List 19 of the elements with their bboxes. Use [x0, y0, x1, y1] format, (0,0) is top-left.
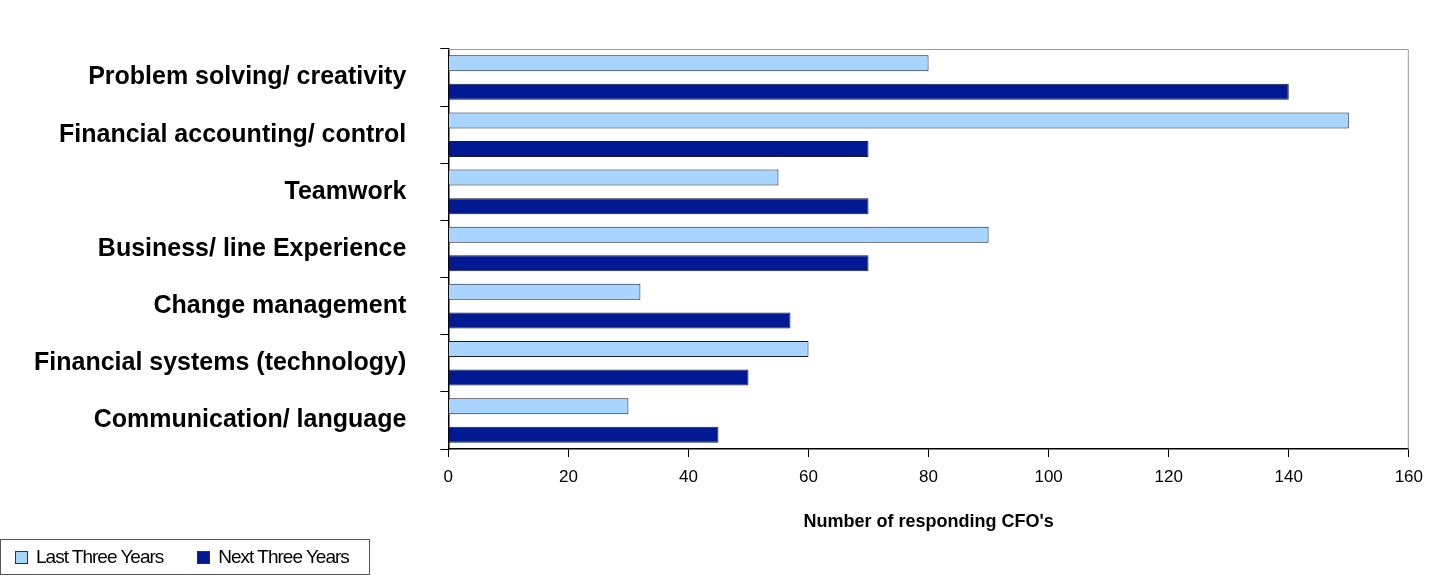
- x-tick-label: 160: [1394, 466, 1424, 486]
- legend-label: Next Three Years: [218, 546, 349, 567]
- y-tick-label: Problem solving/ creativity: [88, 61, 407, 90]
- legend-label: Last Three Years: [36, 546, 164, 567]
- x-tick-label: 20: [558, 466, 578, 486]
- x-tick-label: 100: [1034, 466, 1063, 486]
- y-tick-label: Business/ line Experience: [97, 232, 407, 261]
- y-tick-label: Financial systems (technology): [33, 347, 407, 376]
- y-tick-label: Financial accounting/ control: [59, 118, 407, 147]
- x-axis-title: Number of responding CFO's: [803, 511, 1054, 532]
- x-tick-label: 80: [919, 466, 939, 486]
- x-tick-label: 40: [678, 466, 698, 486]
- y-tick-label: Teamwork: [284, 175, 407, 204]
- y-tick-label: Change management: [153, 290, 407, 319]
- x-tick-label: 0: [443, 466, 454, 486]
- y-tick-label: Communication/ language: [93, 404, 407, 433]
- x-tick-label: 60: [799, 466, 818, 486]
- x-tick-label: 140: [1274, 466, 1303, 486]
- x-tick-label: 120: [1154, 466, 1183, 486]
